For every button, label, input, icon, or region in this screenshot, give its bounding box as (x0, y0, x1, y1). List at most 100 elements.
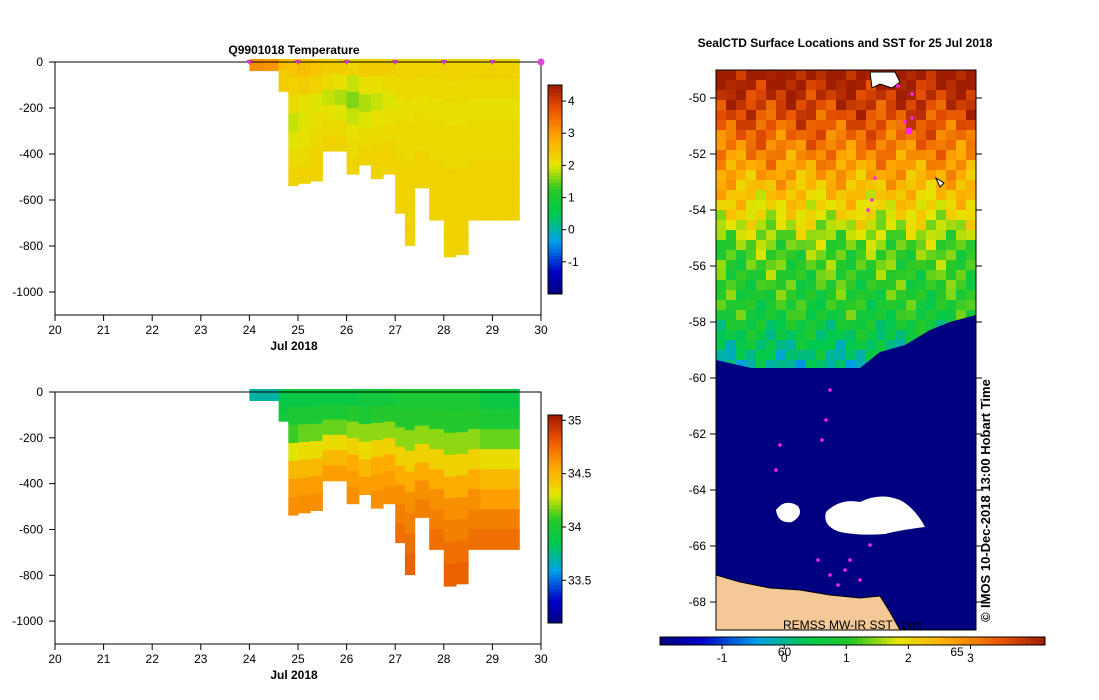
data-cell (455, 562, 469, 585)
sst-pixel (796, 330, 807, 341)
sst-pixel (786, 140, 797, 151)
data-cell (414, 425, 430, 445)
data-cell (310, 493, 323, 511)
sst-pixel (916, 300, 927, 311)
sst-pixel (836, 290, 847, 301)
sst-pixel (756, 270, 767, 281)
sst-colorbar-segment (1006, 637, 1012, 645)
data-cell (395, 193, 406, 214)
sst-colorbar-segment (996, 637, 1003, 645)
sst-pixel (786, 350, 797, 361)
sst-colorbar-celsius-label: 1 (843, 651, 850, 665)
sst-pixel (856, 330, 867, 341)
data-cell (264, 64, 280, 72)
data-cell (504, 79, 520, 100)
sst-pixel (806, 100, 817, 111)
data-cell (468, 409, 481, 430)
sst-pixel (786, 90, 797, 101)
sst-pixel (896, 210, 907, 221)
sst-pixel (796, 340, 807, 351)
colorbar-segment (548, 210, 562, 215)
sst-pixel (886, 240, 897, 251)
sst-pixel (796, 130, 807, 141)
data-cell (429, 449, 445, 470)
sst-pixel (896, 250, 907, 261)
data-cell (492, 489, 506, 510)
data-cell (322, 120, 335, 137)
sst-pixel (936, 320, 947, 331)
sst-pixel (896, 280, 907, 291)
data-cell (404, 492, 416, 514)
temperature-data-cells (249, 59, 520, 258)
data-cell (414, 462, 430, 482)
sst-pixel (816, 270, 827, 281)
sst-pixel (886, 220, 897, 231)
colorbar-segment (548, 172, 562, 176)
sst-colorbar-segment (919, 637, 926, 645)
sst-pixel (786, 280, 797, 291)
sst-pixel (746, 200, 757, 211)
sst-pixel (776, 200, 787, 211)
sst-pixel (936, 90, 947, 101)
data-cell (480, 409, 494, 430)
sst-pixel (896, 130, 907, 141)
sst-pixel (856, 110, 867, 121)
data-cell (492, 529, 506, 550)
cold-ocean-front (716, 315, 976, 400)
x-tick-label: 23 (194, 323, 208, 337)
sst-pixel (896, 290, 907, 301)
data-cell (504, 489, 520, 510)
data-cell (322, 389, 335, 405)
data-cell (346, 141, 360, 159)
sst-pixel (886, 330, 897, 341)
sst-pixel (866, 280, 877, 291)
data-cell (455, 232, 469, 256)
sst-pixel (736, 340, 747, 351)
sst-pixel (876, 340, 887, 351)
sst-pixel (796, 220, 807, 231)
sst-pixel (946, 140, 957, 151)
sst-pixel (806, 140, 817, 151)
sst-pixel (776, 240, 787, 251)
x-tick-label: 28 (437, 652, 451, 666)
seal-track-point (848, 558, 852, 562)
map-frame (715, 69, 977, 631)
sst-pixel (776, 160, 787, 171)
data-cell (298, 389, 311, 408)
sst-colorbar-segment (895, 637, 902, 645)
data-cell (492, 449, 506, 470)
data-cell (414, 59, 430, 78)
sst-pixel (786, 310, 797, 321)
sst-pixel (946, 210, 957, 221)
sea-ice-patch-east (825, 496, 925, 535)
sst-pixel (936, 130, 947, 141)
sst-pixel (726, 350, 737, 361)
colorbar-segment (548, 130, 562, 135)
sst-pixel (846, 340, 857, 351)
sst-pixel (736, 140, 747, 151)
sst-pixel (786, 330, 797, 341)
data-cell (404, 121, 416, 143)
sst-pixel (796, 140, 807, 151)
sst-pixel (726, 90, 737, 101)
sst-pixel (756, 310, 767, 321)
sst-pixel (896, 220, 907, 231)
sst-pixel (846, 100, 857, 111)
sst-colorbar-segment (741, 637, 748, 645)
seal-track-point (828, 388, 832, 392)
sst-pixel (806, 280, 817, 291)
sst-pixel (836, 110, 847, 121)
data-cell (404, 409, 416, 431)
sst-pixel (896, 110, 907, 121)
colorbar-segment (548, 140, 562, 145)
sst-pixel (836, 310, 847, 321)
data-cell (492, 159, 506, 181)
sst-pixel (906, 70, 917, 81)
colorbar-segment (548, 290, 562, 295)
sst-pixel (966, 290, 976, 301)
sst-pixel (916, 230, 927, 241)
sst-pixel (926, 150, 937, 161)
sst-pixel (946, 180, 957, 191)
x-tick-label: 22 (146, 323, 160, 337)
sst-pixel (916, 120, 927, 131)
